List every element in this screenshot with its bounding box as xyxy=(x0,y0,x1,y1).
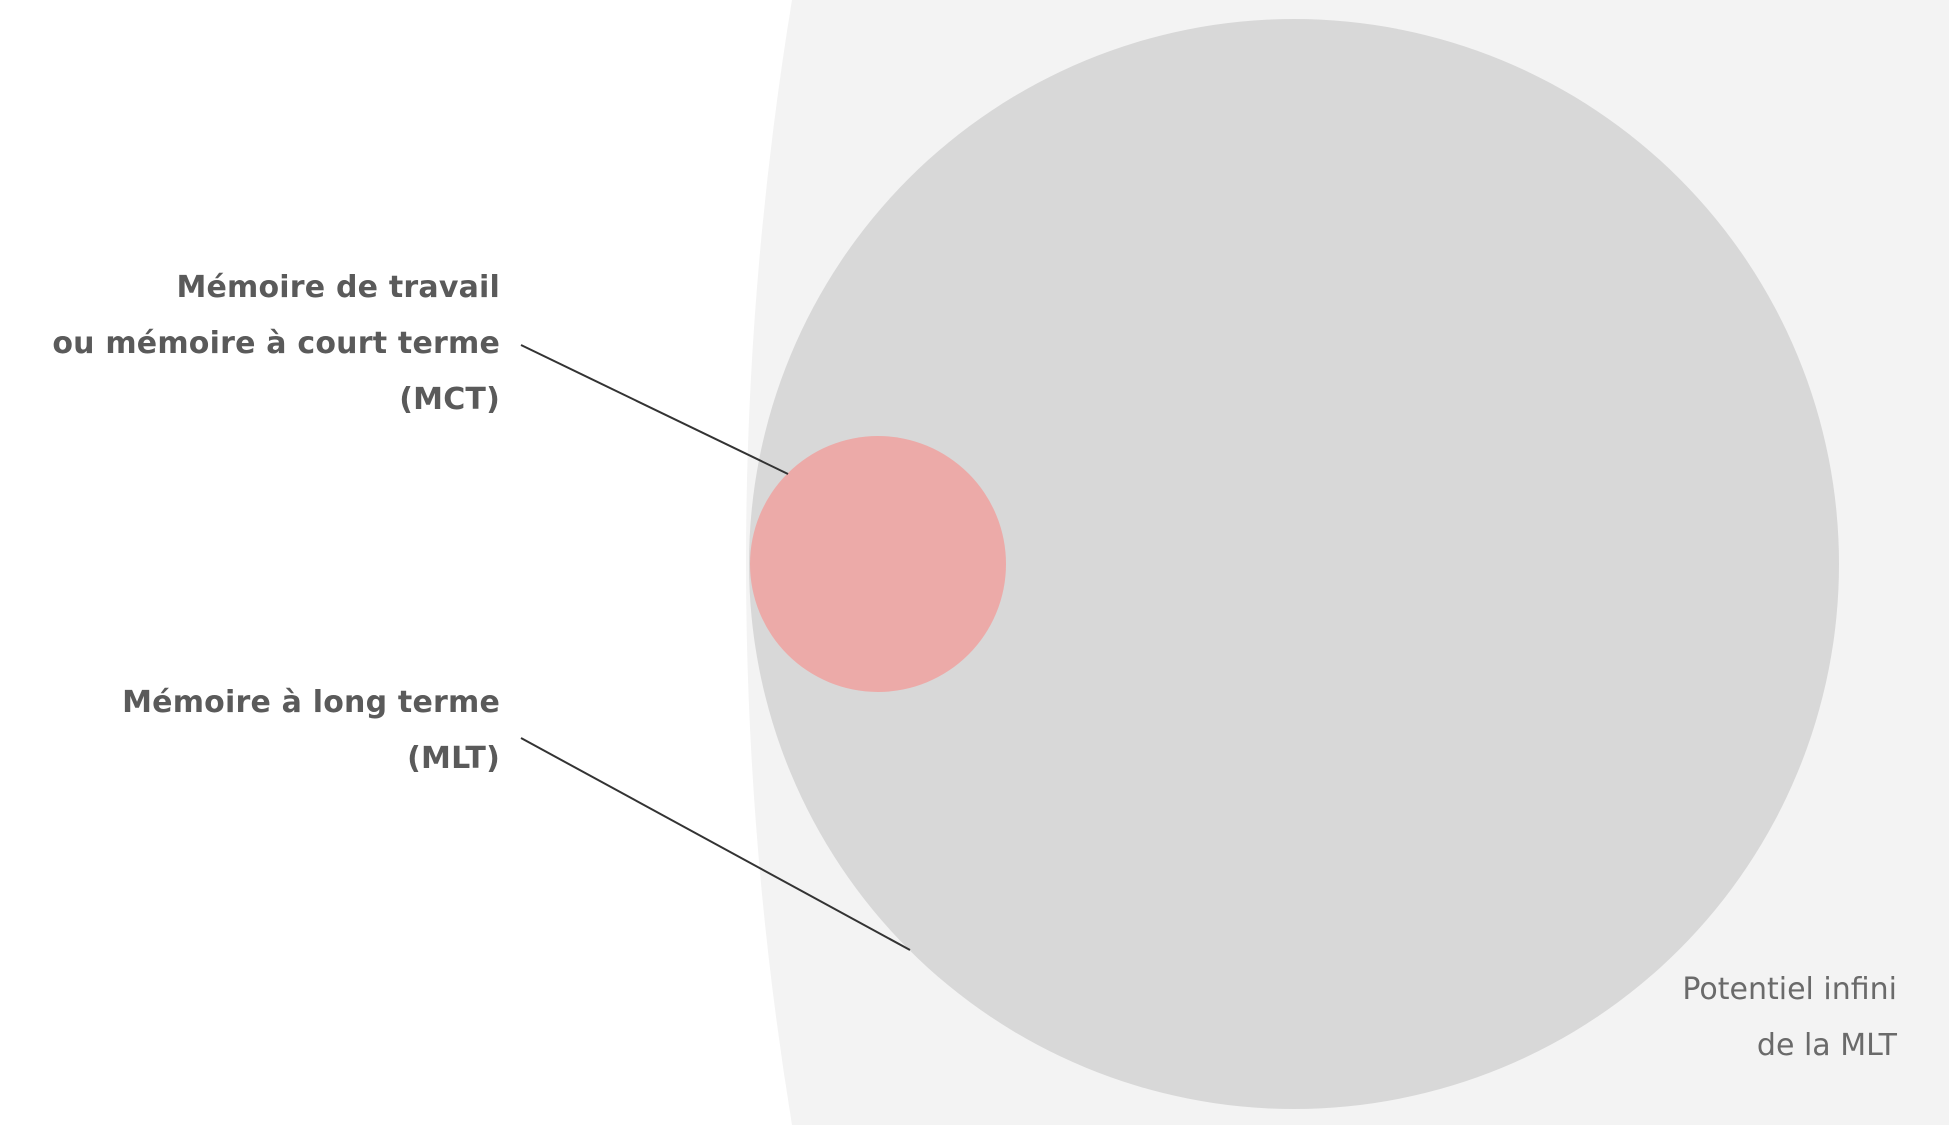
mct-leader-line xyxy=(520,344,789,475)
mct-label: Mémoire de travail ou mémoire à court te… xyxy=(52,260,500,428)
potential-label: Potentiel infini de la MLT xyxy=(1682,962,1897,1074)
short-term-memory-circle xyxy=(750,436,1006,692)
potential-label-line-1: Potentiel infini xyxy=(1682,972,1897,1007)
mct-label-line-3: (MCT) xyxy=(399,382,500,417)
mct-label-line-1: Mémoire de travail xyxy=(176,270,500,305)
mct-label-line-2: ou mémoire à court terme xyxy=(52,326,500,361)
long-term-memory-circle xyxy=(749,19,1839,1109)
mlt-label: Mémoire à long terme (MLT) xyxy=(122,675,500,787)
mlt-label-line-2: (MLT) xyxy=(407,741,500,776)
mlt-label-line-1: Mémoire à long terme xyxy=(122,685,500,720)
mlt-leader-line xyxy=(520,737,911,951)
potential-label-line-2: de la MLT xyxy=(1756,1028,1897,1063)
